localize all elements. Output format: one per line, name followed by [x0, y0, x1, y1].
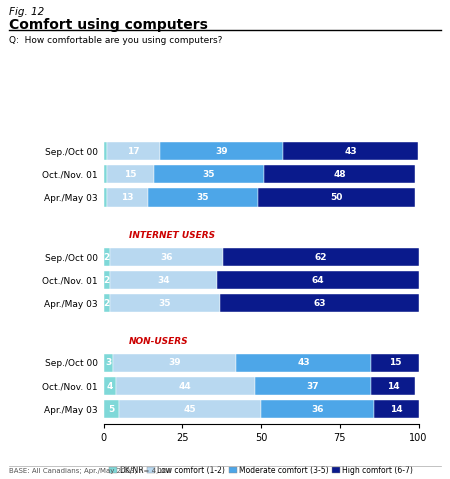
Bar [374, 400, 418, 419]
Text: 43: 43 [297, 358, 310, 367]
Bar [258, 188, 415, 206]
Text: 62: 62 [315, 252, 327, 262]
Text: 48: 48 [333, 170, 346, 179]
Bar [217, 271, 418, 289]
Text: Fig. 12: Fig. 12 [9, 7, 44, 17]
Text: 35: 35 [203, 170, 215, 179]
Bar [223, 248, 418, 266]
Bar [261, 400, 374, 419]
Text: INTERNET USERS: INTERNET USERS [129, 231, 215, 240]
Text: 2: 2 [104, 276, 110, 285]
Text: 36: 36 [311, 405, 324, 414]
Bar [113, 354, 236, 372]
Bar [148, 188, 258, 206]
Bar [104, 142, 107, 160]
Text: 63: 63 [313, 299, 325, 308]
Text: 5: 5 [108, 405, 114, 414]
Bar [116, 377, 255, 395]
Text: 39: 39 [168, 358, 181, 367]
Text: 2: 2 [104, 299, 110, 308]
Text: NON-USERS: NON-USERS [129, 337, 188, 346]
Bar [371, 377, 415, 395]
Text: 36: 36 [160, 252, 173, 262]
Text: 15: 15 [124, 170, 136, 179]
Text: 34: 34 [157, 276, 170, 285]
Text: BASE: All Canadians; Apr./May 2003, n= 4,160: BASE: All Canadians; Apr./May 2003, n= 4… [9, 468, 172, 474]
Text: 15: 15 [389, 358, 401, 367]
Bar [160, 142, 283, 160]
Bar [104, 294, 110, 312]
Text: 17: 17 [127, 147, 140, 156]
Text: 4: 4 [107, 382, 113, 391]
Bar [119, 400, 261, 419]
Text: 14: 14 [387, 382, 400, 391]
Bar [107, 165, 154, 183]
Bar [104, 377, 116, 395]
Text: 44: 44 [179, 382, 192, 391]
Bar [107, 142, 160, 160]
Text: Comfort using computers: Comfort using computers [9, 18, 208, 32]
Text: Q:  How comfortable are you using computers?: Q: How comfortable are you using compute… [9, 36, 222, 46]
Bar [104, 165, 107, 183]
Text: 35: 35 [197, 193, 209, 202]
Bar [104, 248, 110, 266]
Bar [110, 248, 223, 266]
Text: 50: 50 [330, 193, 343, 202]
Bar [371, 354, 419, 372]
Text: 13: 13 [121, 193, 133, 202]
Bar [104, 354, 113, 372]
Text: 39: 39 [215, 147, 228, 156]
Text: 2: 2 [104, 252, 110, 262]
Text: 37: 37 [306, 382, 320, 391]
Text: 14: 14 [390, 405, 403, 414]
Bar [236, 354, 371, 372]
Bar [107, 188, 148, 206]
Bar [154, 165, 264, 183]
Bar [110, 271, 217, 289]
Text: 3: 3 [105, 358, 111, 367]
Text: 45: 45 [184, 405, 197, 414]
Bar [104, 188, 107, 206]
Bar [283, 142, 418, 160]
Text: 43: 43 [344, 147, 357, 156]
Legend: DK/NR, Low comfort (1-2), Moderate comfort (3-5), High comfort (6-7): DK/NR, Low comfort (1-2), Moderate comfo… [106, 462, 416, 478]
Bar [264, 165, 415, 183]
Text: 64: 64 [311, 276, 324, 285]
Text: 35: 35 [159, 299, 171, 308]
Bar [220, 294, 418, 312]
Bar [255, 377, 371, 395]
Bar [104, 271, 110, 289]
Bar [110, 294, 220, 312]
Bar [104, 400, 119, 419]
